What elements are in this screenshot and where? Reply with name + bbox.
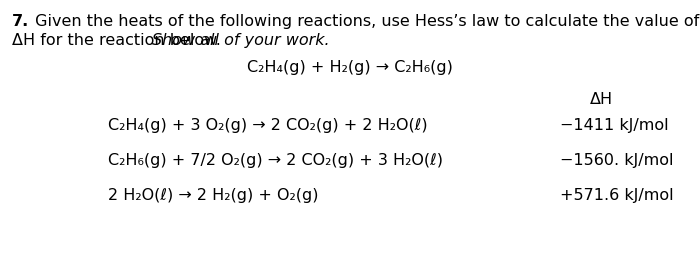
Text: C₂H₆(g) + 7/2 O₂(g) → 2 CO₂(g) + 3 H₂O(ℓ): C₂H₆(g) + 7/2 O₂(g) → 2 CO₂(g) + 3 H₂O(ℓ… bbox=[108, 153, 443, 168]
Text: 7.: 7. bbox=[12, 14, 29, 29]
Text: C₂H₄(g) + 3 O₂(g) → 2 CO₂(g) + 2 H₂O(ℓ): C₂H₄(g) + 3 O₂(g) → 2 CO₂(g) + 2 H₂O(ℓ) bbox=[108, 118, 428, 133]
Text: −1411 kJ/mol: −1411 kJ/mol bbox=[560, 118, 668, 133]
Text: +571.6 kJ/mol: +571.6 kJ/mol bbox=[560, 188, 673, 203]
Text: −1560. kJ/mol: −1560. kJ/mol bbox=[560, 153, 673, 168]
Text: ΔH for the reaction below.: ΔH for the reaction below. bbox=[12, 33, 226, 48]
Text: C₂H₄(g) + H₂(g) → C₂H₆(g): C₂H₄(g) + H₂(g) → C₂H₆(g) bbox=[247, 60, 453, 75]
Text: 2 H₂O(ℓ) → 2 H₂(g) + O₂(g): 2 H₂O(ℓ) → 2 H₂(g) + O₂(g) bbox=[108, 188, 319, 203]
Text: ΔH: ΔH bbox=[590, 92, 613, 107]
Text: Show all of your work.: Show all of your work. bbox=[152, 33, 330, 48]
Text: Given the heats of the following reactions, use Hess’s law to calculate the valu: Given the heats of the following reactio… bbox=[30, 14, 699, 29]
